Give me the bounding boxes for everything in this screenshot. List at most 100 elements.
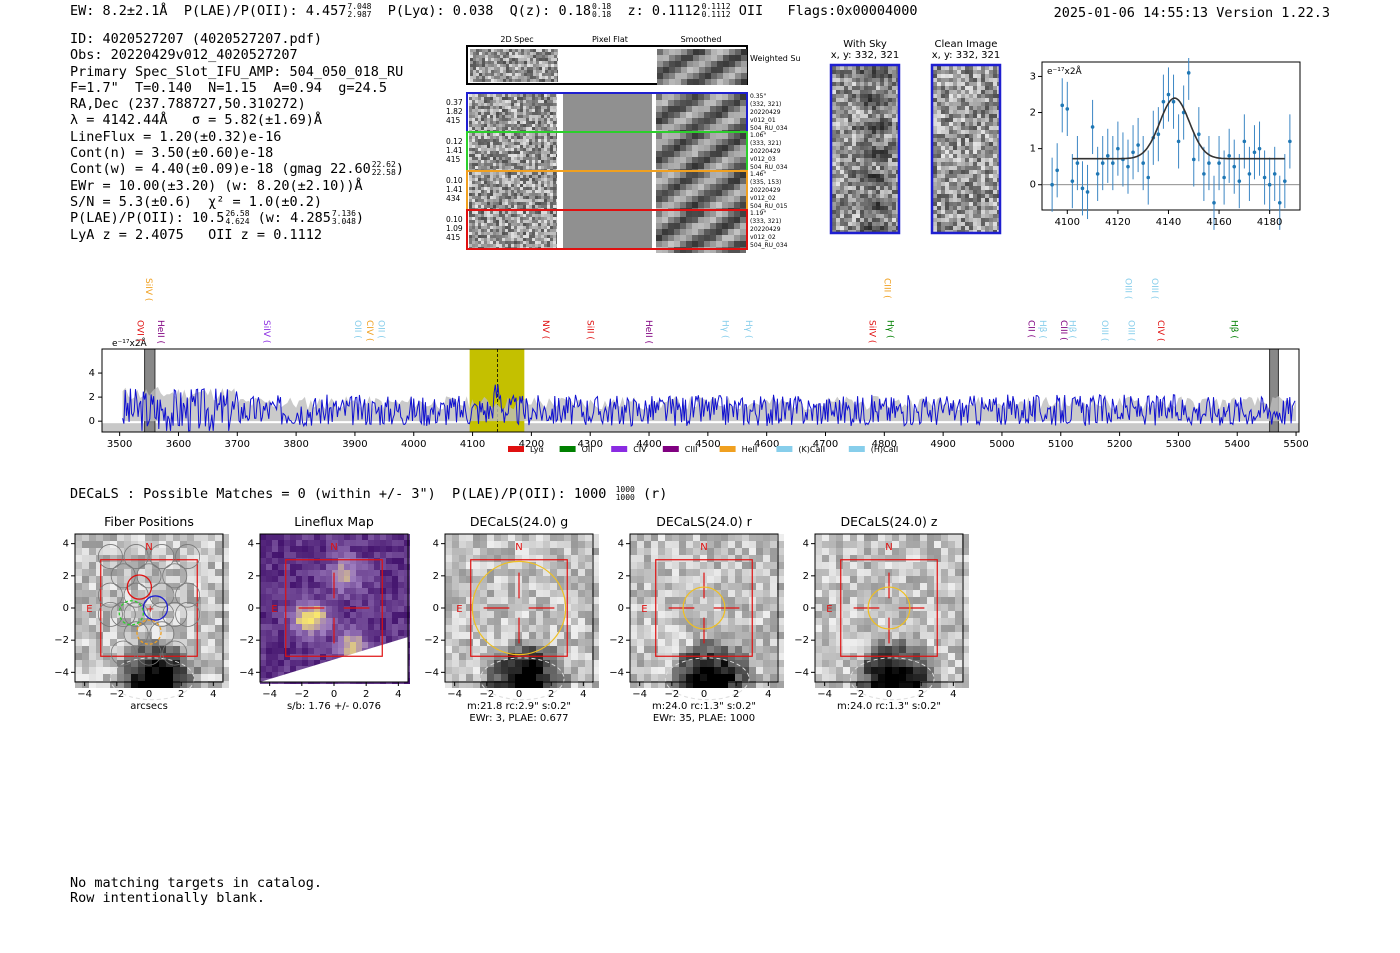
selected-fiber (142, 595, 169, 621)
row-0-2d-spec (469, 94, 557, 131)
x-tick-label: −2 (109, 689, 124, 700)
x-tick-label: 4 (395, 689, 401, 700)
x-tick-label: 4200 (519, 439, 544, 450)
row-meta: 1.19" (750, 210, 766, 217)
north-label: N (700, 542, 707, 553)
with-sky-image (832, 66, 900, 232)
row-1-2d-spec (469, 133, 557, 170)
data-point (1288, 139, 1292, 144)
fiber-circle (149, 601, 175, 627)
fiber-circle (175, 582, 201, 608)
data-point (1232, 164, 1237, 169)
fiber-circle (162, 640, 188, 666)
east-label: E (86, 604, 92, 615)
data-point (1156, 132, 1161, 136)
row-2-smoothed (656, 172, 746, 214)
clean-image (933, 66, 1001, 232)
clean-xy: x, y: 332, 321 (932, 50, 1001, 61)
col-pixel-flat: Pixel Flat (592, 35, 628, 44)
data-point (1217, 161, 1221, 165)
data-point (1166, 92, 1171, 97)
row-weight-2: 1.41 (446, 146, 463, 155)
x-tick-label: 4000 (401, 439, 426, 450)
q-lo: 0.18 (591, 10, 612, 19)
row-meta: 1.06" (750, 132, 766, 139)
data-point (1100, 161, 1105, 165)
north-label: N (885, 542, 892, 553)
legend-label: CIII (685, 445, 698, 454)
row-weight-2: 1.82 (446, 107, 463, 116)
x-tick-label: 5100 (1048, 439, 1073, 450)
x-tick-label: −2 (479, 689, 494, 700)
row-weight-2: 1.41 (446, 185, 463, 194)
legend-label: Lyα (530, 445, 544, 454)
timestamp: 2025-01-06 14:55:13 (1053, 5, 1209, 21)
contw-lo: 22.58 (371, 168, 396, 178)
data-point (1277, 200, 1282, 205)
data-point (1227, 154, 1231, 158)
data-point (1191, 157, 1196, 162)
x-tick-label: −2 (849, 689, 864, 700)
col-smoothed: Smoothed (681, 35, 722, 44)
y-tick-label: 0 (618, 603, 624, 614)
q-hi: 0.18 (591, 2, 612, 11)
panel-title: DECaLS(24.0) g (470, 514, 568, 529)
data-point (1212, 200, 1216, 205)
y-tick-label: 4 (433, 539, 439, 550)
info-radec: RA,Dec (237.788727,50.310272) (70, 96, 306, 113)
info-primary: Primary Spec_Slot_IFU_AMP: 504_050_018_R… (70, 63, 404, 80)
search-box (285, 559, 383, 657)
data-point (1267, 182, 1272, 187)
x-tick-label: 0 (701, 689, 707, 700)
x-tick-label: 0 (886, 689, 892, 700)
x-tick-label: 2 (363, 689, 369, 700)
emission-line-label: OIII ( (1125, 320, 1135, 341)
x-tick-label: 2 (548, 689, 554, 700)
fiber-circle (110, 640, 136, 666)
legend-swatch (508, 446, 524, 452)
emission-line-label: Hβ ( (1037, 320, 1047, 339)
search-box (840, 559, 938, 657)
emission-line-label: SiII ( (584, 320, 594, 340)
fiber-circle (162, 601, 188, 627)
emission-line-label: Hγ ( (884, 320, 894, 338)
data-point (1065, 107, 1070, 111)
x-tick-label: 3600 (166, 439, 191, 450)
decals-summary-text: DECaLS : Possible Matches = 0 (within +/… (70, 486, 607, 502)
y-tick-label: 0 (1030, 180, 1036, 191)
east-label: E (641, 604, 647, 615)
gaussian-fit (1072, 97, 1285, 160)
x-tick-label: 4900 (930, 439, 955, 450)
panel-title: Fiber Positions (104, 514, 194, 529)
emission-line-label: OIII ( (1099, 320, 1109, 341)
row-weight-1: 0.10 (446, 215, 463, 224)
spectrum-units-label: e⁻¹⁷x2Å (112, 337, 148, 349)
decals-panel-2: DECaLS(24.0) g N E −4 −4 −2 −2 0 0 2 2 4 4 m:21.8 rc:… (424, 514, 599, 723)
data-point (1197, 132, 1201, 136)
x-tick-label: 4700 (813, 439, 838, 450)
y-tick-label: 2 (248, 571, 254, 582)
z-hi: 0.1112 (701, 2, 731, 11)
data-point (1050, 182, 1054, 187)
row-weight-1: 0.10 (446, 176, 463, 185)
panel-caption-1: s/b: 1.76 +/- 0.076 (287, 701, 381, 712)
x-tick-label: 4800 (872, 439, 897, 450)
footer-note: No matching targets in catalog. Row inten… (70, 876, 322, 906)
y-tick-label: 4 (248, 539, 254, 550)
x-tick-label: 4 (950, 689, 956, 700)
data-point (1176, 139, 1181, 144)
row-0-smoothed (656, 94, 746, 136)
x-tick-label: −4 (632, 689, 647, 700)
x-tick-label: 5000 (989, 439, 1014, 450)
legend-swatch (559, 446, 576, 452)
x-tick-label: 2 (178, 689, 184, 700)
x-tick-label: 3900 (342, 439, 367, 450)
decals-panel-3: DECaLS(24.0) r N E −4 −4 −2 −2 0 0 2 2 4 4 m:24.0 rc:… (609, 514, 784, 723)
full-spectrum-chart: 3500 3600 3700 3800 3900 4000 4100 4200 4300 4400… (89, 278, 1309, 454)
x-tick-label: 4500 (695, 439, 720, 450)
x-tick-label: 4160 (1206, 217, 1231, 228)
plya-value: P(Lyα): 0.038 (387, 3, 494, 19)
plae-w-lo: 3.048 (331, 217, 356, 227)
y-tick-label: −2 (794, 635, 809, 646)
row-weight-3: 415 (446, 155, 461, 164)
